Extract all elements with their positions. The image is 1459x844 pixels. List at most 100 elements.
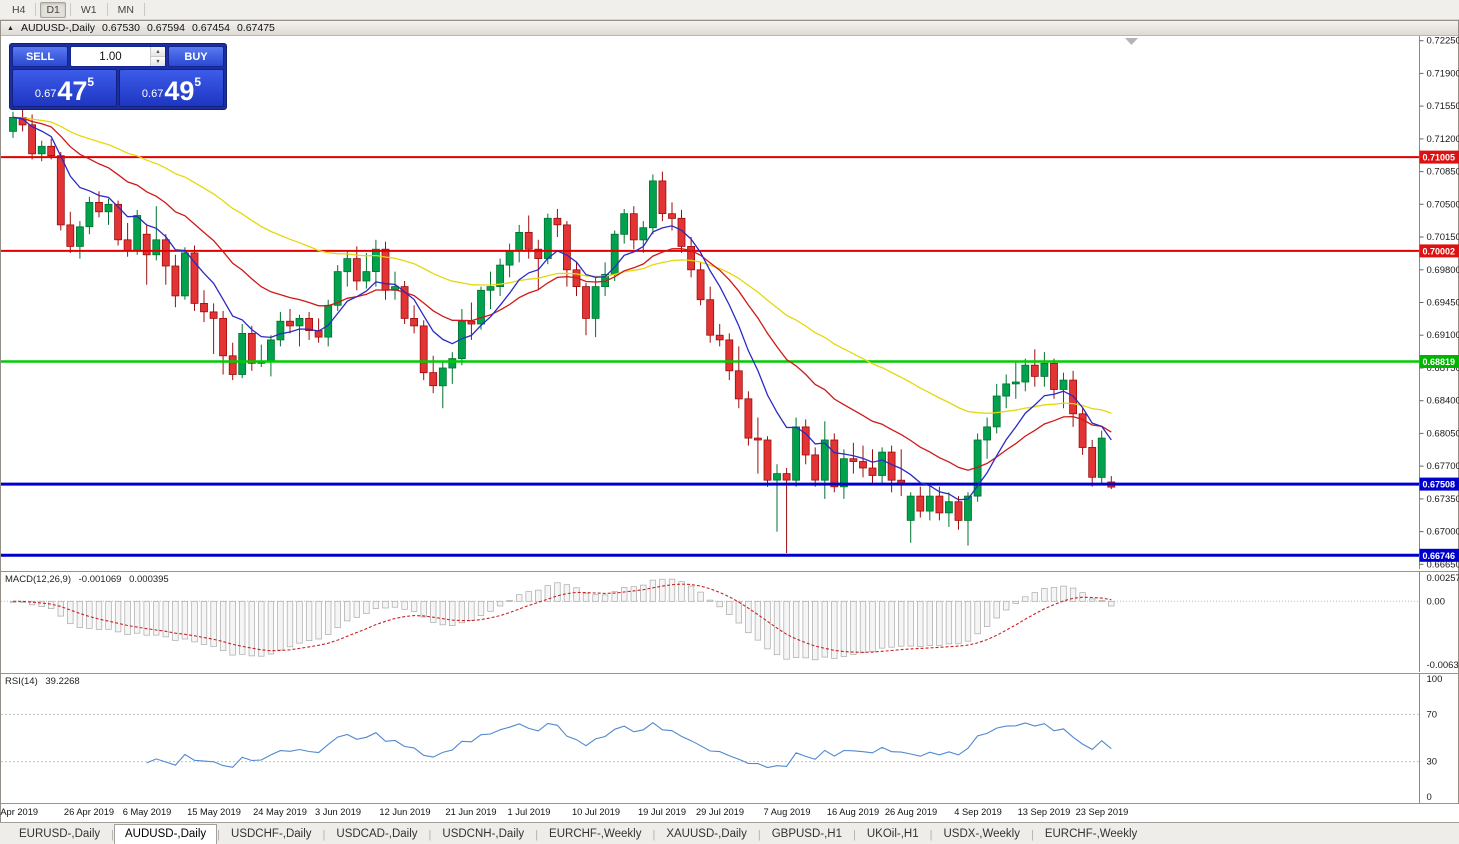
ask-price-button[interactable]: 0.67 49 5 — [119, 69, 224, 107]
rsi-name: RSI(14) — [5, 676, 38, 687]
rsi-value: 39.2268 — [45, 676, 80, 687]
tab-separator: | — [217, 829, 221, 841]
tab-separator: | — [652, 829, 656, 841]
date-label: 24 May 2019 — [253, 807, 307, 817]
svg-text:0.71200: 0.71200 — [1427, 134, 1459, 145]
svg-text:30: 30 — [1427, 757, 1438, 768]
rsi-canvas[interactable]: 100 70 30 0 — [1, 674, 1459, 804]
bid-prefix: 0.67 — [34, 88, 57, 100]
tab-separator: | — [853, 829, 856, 841]
svg-text:0.70850: 0.70850 — [1427, 167, 1459, 178]
svg-text:0.67700: 0.67700 — [1427, 461, 1459, 472]
chart-tab-eurusd-daily[interactable]: EURUSD-,Daily — [19, 828, 101, 840]
date-label: 29 Jul 2019 — [695, 807, 745, 817]
macd-panel[interactable]: MACD(12,26,9) -0.001069 0.000395 0.00257… — [1, 571, 1459, 672]
timeframe-toolbar: H4 D1 W1 MN — [0, 0, 1459, 20]
ask-big-digits: 49 — [164, 76, 195, 107]
svg-text:-0.006320: -0.006320 — [1427, 660, 1459, 671]
tab-separator: | — [111, 829, 115, 841]
svg-text:0.66746: 0.66746 — [1423, 551, 1456, 561]
tab-separator: | — [929, 829, 933, 841]
rsi-label: RSI(14) 39.2268 — [5, 676, 85, 687]
buy-button[interactable]: BUY — [168, 46, 224, 67]
timeframe-button-w1[interactable]: W1 — [80, 3, 97, 16]
svg-text:0.66650: 0.66650 — [1427, 559, 1459, 569]
chart-tab-eurchf-weekly[interactable]: EURCHF-,Weekly — [549, 828, 642, 840]
date-label: 15 May 2019 — [187, 807, 241, 817]
date-label: 4 Sep 2019 — [954, 807, 1002, 817]
date-label: 13 Sep 2019 — [1017, 807, 1071, 817]
tab-separator: | — [428, 829, 432, 841]
svg-text:0.71900: 0.71900 — [1427, 68, 1459, 79]
chart-shift-marker — [1125, 38, 1138, 45]
timeframe-button-mn[interactable]: MN — [117, 3, 134, 16]
date-label: 6 May 2019 — [122, 807, 172, 817]
date-label: 16 Aug 2019 — [826, 807, 880, 817]
date-label: 16 Apr 2019 — [0, 807, 39, 817]
svg-text:0.70002: 0.70002 — [1423, 246, 1456, 256]
chart-window: ▲ AUDUSD-,Daily 0.67530 0.67594 0.67454 … — [0, 20, 1459, 822]
date-label: 10 Jul 2019 — [571, 807, 621, 817]
svg-text:0.002574: 0.002574 — [1427, 573, 1459, 584]
tab-separator: | — [1030, 829, 1034, 841]
date-label: 21 Jun 2019 — [445, 807, 497, 817]
svg-text:0.69800: 0.69800 — [1427, 265, 1459, 276]
caption-high: 0.67594 — [147, 22, 185, 34]
volume-spinner: ▲ ▼ — [150, 47, 165, 66]
svg-text:0: 0 — [1427, 792, 1432, 803]
one-click-trading-panel: SELL 1.00 ▲ ▼ BUY 0.67 47 5 0.67 49 5 — [9, 43, 227, 110]
bid-price-button[interactable]: 0.67 47 5 — [12, 69, 117, 107]
svg-text:0.68750: 0.68750 — [1427, 363, 1459, 374]
svg-text:0.67000: 0.67000 — [1427, 527, 1459, 538]
date-axis[interactable]: 16 Apr 2019 26 Apr 2019 6 May 2019 15 May 2… — [0, 803, 1459, 822]
volume-field[interactable]: 1.00 ▲ ▼ — [70, 46, 166, 67]
svg-text:0.72250: 0.72250 — [1427, 36, 1459, 47]
chart-tab-audusd-daily[interactable]: AUDUSD-,Daily — [114, 824, 218, 844]
chart-tab-bar: EURUSD-,Daily | AUDUSD-,Daily | USDCHF-,Dail… — [0, 822, 1459, 844]
chart-tab-eurchf-weekly[interactable]: EURCHF-,Weekly — [1044, 828, 1138, 840]
toolbar-separator — [106, 3, 108, 16]
bid-big-digits: 47 — [57, 76, 88, 107]
volume-up-icon[interactable]: ▲ — [151, 47, 165, 56]
timeframe-button-h4[interactable]: H4 — [12, 3, 26, 16]
toolbar-separator — [143, 3, 145, 16]
caption-low: 0.67454 — [191, 22, 230, 34]
macd-main-value: -0.001069 — [78, 574, 122, 585]
chart-tab-usdcnh-daily[interactable]: USDCNH-,Daily — [442, 828, 525, 840]
svg-text:0.69450: 0.69450 — [1427, 298, 1459, 309]
date-label: 7 Aug 2019 — [763, 807, 811, 817]
bid-pip-digit: 5 — [87, 75, 95, 89]
tab-separator: | — [322, 829, 326, 841]
macd-name: MACD(12,26,9) — [5, 574, 71, 585]
rsi-panel[interactable]: RSI(14) 39.2268 100 70 30 0 — [1, 673, 1459, 804]
chart-tab-gbpusd-h1[interactable]: GBPUSD-,H1 — [771, 828, 843, 840]
svg-text:0.68400: 0.68400 — [1427, 396, 1459, 407]
date-label: 23 Sep 2019 — [1075, 807, 1129, 817]
chart-tab-usdcad-daily[interactable]: USDCAD-,Daily — [336, 828, 418, 840]
ask-pip-digit: 5 — [194, 75, 202, 89]
svg-text:0.67350: 0.67350 — [1427, 494, 1459, 505]
svg-text:0.67508: 0.67508 — [1423, 480, 1456, 490]
chart-expand-icon[interactable]: ▲ — [7, 24, 14, 32]
date-label: 26 Apr 2019 — [63, 807, 115, 817]
chart-tab-ukoil-h1[interactable]: UKOil-,H1 — [866, 828, 919, 840]
ask-prefix: 0.67 — [141, 88, 164, 100]
toolbar-separator — [69, 3, 71, 16]
main-chart-canvas[interactable]: 0.72250 0.71900 0.71550 0.71200 0.70850 0.705… — [1, 36, 1459, 569]
toolbar-separator — [35, 3, 37, 16]
macd-canvas[interactable]: 0.002574 0.00 -0.006320 — [1, 572, 1459, 672]
svg-text:0.70150: 0.70150 — [1427, 232, 1459, 243]
svg-text:70: 70 — [1427, 709, 1438, 720]
svg-text:0.68819: 0.68819 — [1423, 357, 1456, 367]
svg-text:0.70500: 0.70500 — [1427, 199, 1459, 210]
chart-tab-usdchf-daily[interactable]: USDCHF-,Daily — [231, 828, 312, 840]
volume-down-icon[interactable]: ▼ — [151, 56, 165, 66]
timeframe-button-d1[interactable]: D1 — [40, 1, 66, 18]
chart-title: AUDUSD-,Daily — [20, 22, 96, 34]
sell-button[interactable]: SELL — [12, 46, 68, 67]
volume-value[interactable]: 1.00 — [99, 50, 122, 63]
caption-open: 0.67530 — [102, 22, 140, 34]
chart-tab-xauusd-daily[interactable]: XAUUSD-,Daily — [666, 828, 747, 840]
date-label: 3 Jun 2019 — [314, 807, 361, 817]
chart-tab-usdx-weekly[interactable]: USDX-,Weekly — [943, 828, 1020, 840]
